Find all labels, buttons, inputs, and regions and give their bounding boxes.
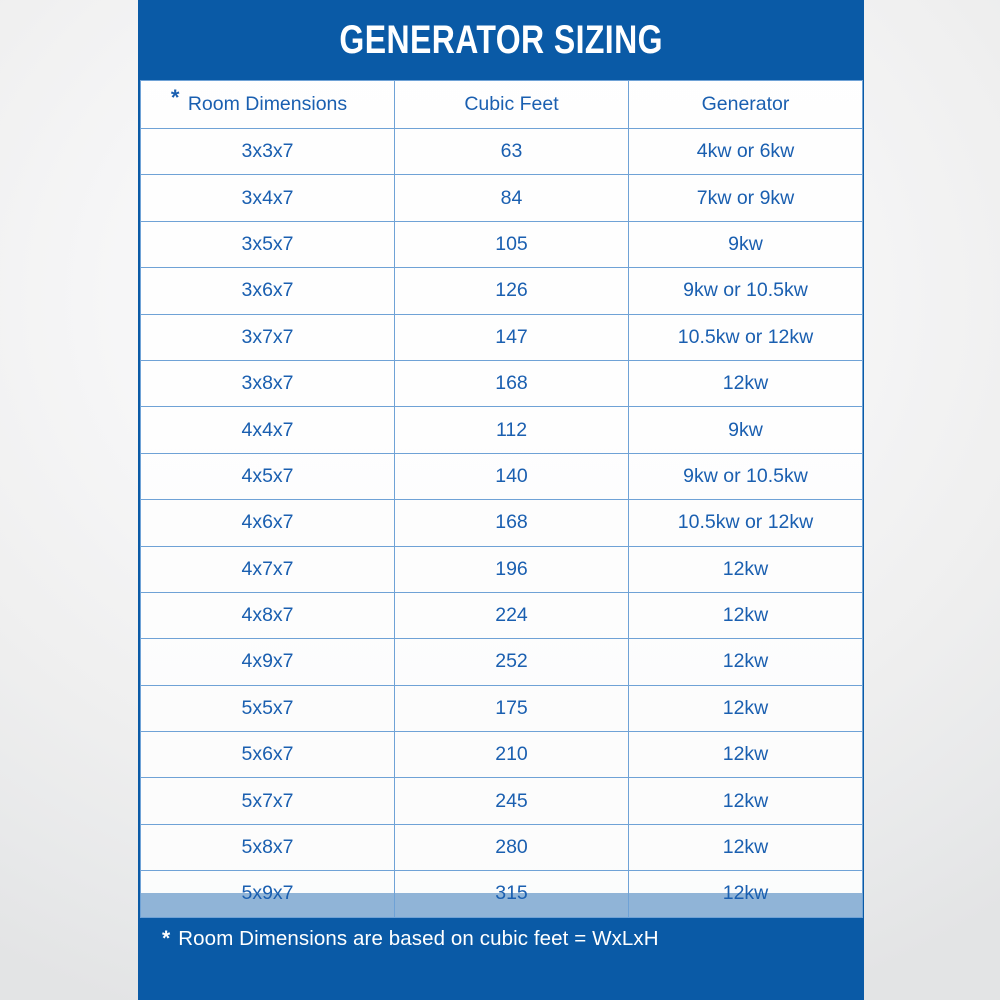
cell-generator: 12kw	[628, 823, 863, 872]
cell-cubic-feet: 210	[394, 731, 629, 779]
column-header-generator: Generator	[628, 80, 863, 129]
cell-generator: 12kw	[628, 638, 863, 686]
table-row: 5x5x7 175 12kw	[140, 684, 863, 733]
cell-dimensions: 3x3x7	[140, 127, 395, 176]
table-row: 5x7x7 245 12kw	[140, 777, 863, 825]
table-row: 4x7x7 196 12kw	[140, 545, 863, 593]
cell-dimensions: 4x6x7	[140, 499, 395, 547]
cell-generator: 12kw	[628, 684, 863, 733]
cell-cubic-feet: 140	[394, 452, 629, 501]
cell-dimensions: 4x9x7	[140, 638, 395, 686]
cell-dimensions: 5x8x7	[140, 823, 395, 872]
cell-generator: 10.5kw or 12kw	[628, 499, 863, 547]
cell-cubic-feet: 280	[394, 823, 629, 872]
table-row: 4x5x7 140 9kw or 10.5kw	[140, 452, 863, 501]
cell-cubic-feet: 126	[394, 267, 629, 315]
title-band: GENERATOR SIZING	[138, 0, 864, 80]
table-row: 3x6x7 126 9kw or 10.5kw	[140, 267, 863, 315]
footer-note-band: * Room Dimensions are based on cubic feet…	[138, 893, 864, 1000]
table-row: 4x9x7 252 12kw	[140, 638, 863, 686]
cell-generator: 12kw	[628, 545, 863, 593]
page-title: GENERATOR SIZING	[339, 18, 663, 62]
sizing-table-container: * Room Dimensions Cubic Feet Generator	[140, 80, 863, 918]
table-row: 5x6x7 210 12kw	[140, 731, 863, 779]
column-header-cubic-feet-label: Cubic Feet	[464, 93, 559, 115]
cell-cubic-feet: 147	[394, 313, 629, 361]
table-row: 3x8x7 168 12kw	[140, 359, 863, 408]
table-row: 3x4x7 84 7kw or 9kw	[140, 174, 863, 222]
table-row: 4x8x7 224 12kw	[140, 591, 863, 640]
cell-cubic-feet: 245	[394, 777, 629, 825]
cell-generator: 9kw	[628, 220, 863, 269]
cell-dimensions: 4x5x7	[140, 452, 395, 501]
cell-dimensions: 3x4x7	[140, 174, 395, 222]
asterisk-icon: *	[162, 927, 171, 950]
cell-dimensions: 4x8x7	[140, 591, 395, 640]
table-row: 5x8x7 280 12kw	[140, 823, 863, 872]
cell-dimensions: 3x5x7	[140, 220, 395, 269]
blue-panel: GENERATOR SIZING * Room Dimensions	[138, 0, 864, 1000]
cell-generator: 4kw or 6kw	[628, 127, 863, 176]
cell-cubic-feet: 252	[394, 638, 629, 686]
table-row: 3x5x7 105 9kw	[140, 220, 863, 269]
cell-generator: 12kw	[628, 870, 863, 918]
column-header-room-dimensions-label: Room Dimensions	[187, 93, 348, 115]
generator-sizing-table: * Room Dimensions Cubic Feet Generator	[140, 80, 863, 918]
cell-generator: 12kw	[628, 591, 863, 640]
table-row: 3x3x7 63 4kw or 6kw	[140, 127, 863, 176]
cell-generator: 9kw or 10.5kw	[628, 267, 863, 315]
table-row: 5x9x7 315 12kw	[140, 870, 863, 918]
cell-cubic-feet: 168	[394, 359, 629, 408]
table-header: * Room Dimensions Cubic Feet Generator	[140, 80, 863, 129]
cell-dimensions: 5x7x7	[140, 777, 395, 825]
table-row: 3x7x7 147 10.5kw or 12kw	[140, 313, 863, 361]
cell-cubic-feet: 175	[394, 684, 629, 733]
cell-generator: 9kw	[628, 406, 863, 454]
cell-cubic-feet: 224	[394, 591, 629, 640]
column-header-room-dimensions: * Room Dimensions	[140, 80, 395, 129]
cell-generator: 12kw	[628, 359, 863, 408]
cell-generator: 12kw	[628, 777, 863, 825]
cell-dimensions: 4x7x7	[140, 545, 395, 593]
cell-dimensions: 5x6x7	[140, 731, 395, 779]
cell-dimensions: 3x6x7	[140, 267, 395, 315]
cell-cubic-feet: 84	[394, 174, 629, 222]
cell-dimensions: 3x7x7	[140, 313, 395, 361]
column-header-generator-label: Generator	[701, 93, 790, 115]
cell-dimensions: 4x4x7	[140, 406, 395, 454]
cell-generator: 7kw or 9kw	[628, 174, 863, 222]
table-body: 3x3x7 63 4kw or 6kw 3x4x7 84 7kw or 9kw …	[140, 127, 863, 918]
cell-cubic-feet: 112	[394, 406, 629, 454]
cell-cubic-feet: 63	[394, 127, 629, 176]
cell-generator: 10.5kw or 12kw	[628, 313, 863, 361]
table-header-row: * Room Dimensions Cubic Feet Generator	[140, 80, 863, 129]
cell-dimensions: 5x9x7	[140, 870, 395, 918]
cell-cubic-feet: 168	[394, 499, 629, 547]
cell-dimensions: 5x5x7	[140, 684, 395, 733]
table-row: 4x4x7 112 9kw	[140, 406, 863, 454]
cell-generator: 9kw or 10.5kw	[628, 452, 863, 501]
footer-note-text: Room Dimensions are based on cubic feet …	[178, 927, 659, 950]
cell-cubic-feet: 315	[394, 870, 629, 918]
column-header-cubic-feet: Cubic Feet	[394, 80, 629, 129]
cell-cubic-feet: 105	[394, 220, 629, 269]
table-row: 4x6x7 168 10.5kw or 12kw	[140, 499, 863, 547]
cell-generator: 12kw	[628, 731, 863, 779]
asterisk-icon: *	[170, 85, 180, 110]
footer-note: * Room Dimensions are based on cubic feet…	[138, 927, 659, 951]
cell-cubic-feet: 196	[394, 545, 629, 593]
cell-dimensions: 3x8x7	[140, 359, 395, 408]
